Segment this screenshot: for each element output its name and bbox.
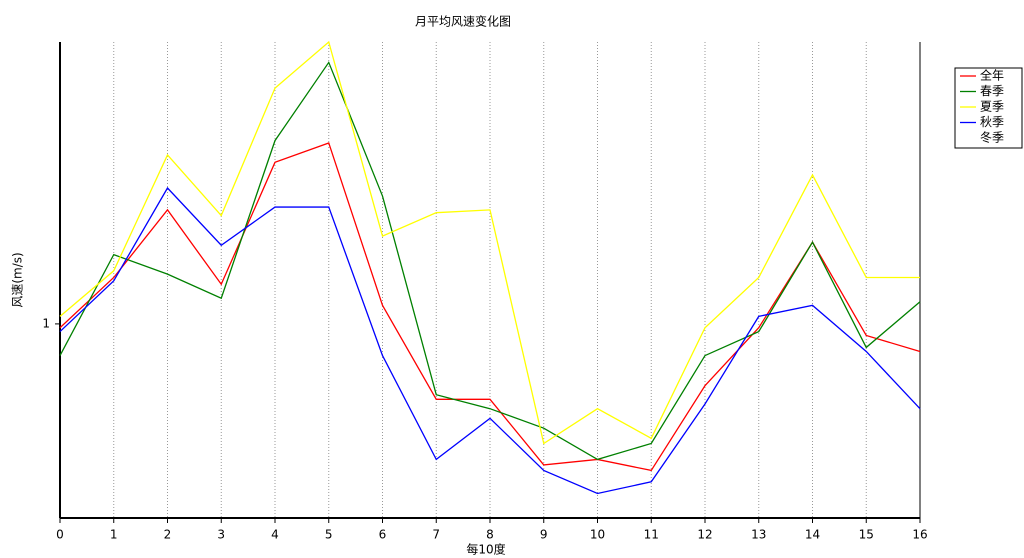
x-tick-label: 10 <box>590 528 605 542</box>
x-tick-label: 2 <box>164 528 172 542</box>
x-axis-label: 每10度 <box>466 542 505 557</box>
y-tick-label: 1 <box>42 316 50 330</box>
x-tick-label: 12 <box>697 528 712 542</box>
series-line <box>59 186 921 495</box>
x-tick-label: 13 <box>751 528 766 542</box>
legend-label: 冬季 <box>980 130 1004 145</box>
series-line <box>59 142 921 472</box>
legend-label: 全年 <box>980 68 1004 83</box>
x-tick-label: 9 <box>540 528 548 542</box>
x-tick-label: 16 <box>912 528 927 542</box>
x-tick-label: 1 <box>110 528 118 542</box>
x-tick-label: 5 <box>325 528 333 542</box>
legend-label: 春季 <box>980 84 1004 98</box>
x-tick-label: 7 <box>432 528 440 542</box>
chart-title: 月平均风速变化图 <box>415 14 511 29</box>
legend-box <box>954 67 1023 149</box>
x-tick-label: 11 <box>644 528 659 542</box>
y-axis-label: 风速(m/s) <box>11 252 25 307</box>
x-tick-label: 6 <box>379 528 387 542</box>
series-line <box>59 40 920 445</box>
legend-label: 夏季 <box>980 100 1004 114</box>
x-tick-label: 8 <box>486 528 494 542</box>
x-tick-label: 14 <box>805 528 820 542</box>
x-tick-label: 3 <box>217 528 225 542</box>
legend-label: 秋季 <box>980 115 1004 129</box>
series-line <box>59 61 921 461</box>
x-tick-label: 4 <box>271 528 279 542</box>
x-tick-label: 0 <box>56 528 64 542</box>
x-tick-label: 15 <box>859 528 874 542</box>
